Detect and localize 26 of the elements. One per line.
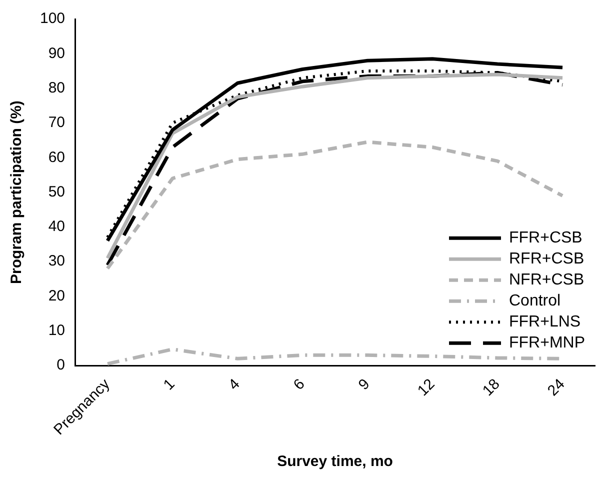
y-tick-label: 60 (48, 148, 66, 166)
y-axis-title: Program participation (%) (8, 100, 26, 284)
legend-label: FFR+LNS (509, 313, 581, 330)
legend-label: FFR+CSB (509, 229, 582, 246)
y-tick-label: 40 (48, 218, 66, 236)
x-tick-label: 4 (225, 376, 244, 394)
x-tick-label: 9 (355, 376, 374, 394)
x-tick-label: 1 (160, 376, 178, 394)
x-tick-label: 18 (479, 376, 504, 400)
x-tick-label: 24 (544, 376, 568, 400)
legend-label: FFR+MNP (509, 334, 585, 352)
y-tick-label: 50 (48, 183, 66, 200)
y-tick-label: 90 (48, 44, 66, 62)
x-tick-label: 12 (414, 376, 438, 400)
y-tick-label: 20 (48, 287, 66, 304)
y-tick-label: 0 (56, 356, 66, 374)
y-tick-label: 30 (48, 252, 66, 270)
y-tick-label: 70 (48, 114, 66, 132)
y-tick-label: 10 (48, 322, 66, 340)
legend-label: RFR+CSB (509, 250, 584, 268)
legend-label: Control (509, 292, 561, 310)
legend-label: NFR+CSB (509, 271, 584, 288)
y-tick-label: 80 (48, 79, 66, 96)
x-axis-title: Survey time, mo (277, 453, 393, 470)
x-tick-label: 6 (290, 376, 308, 394)
y-tick-label: 100 (40, 10, 66, 28)
